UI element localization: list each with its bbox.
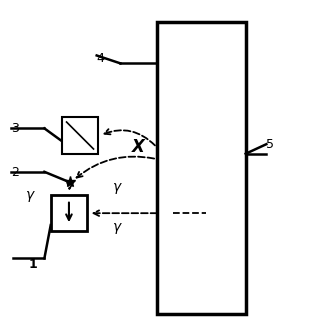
Text: 4: 4 bbox=[97, 52, 105, 65]
Text: 2: 2 bbox=[11, 166, 19, 179]
Text: X: X bbox=[132, 138, 144, 156]
Text: 1: 1 bbox=[29, 258, 37, 271]
Text: γ: γ bbox=[26, 188, 34, 202]
Text: γ: γ bbox=[113, 180, 121, 194]
Text: 3: 3 bbox=[11, 122, 19, 135]
Bar bbox=[157, 22, 246, 314]
Text: 5: 5 bbox=[266, 138, 274, 151]
Text: γ: γ bbox=[113, 220, 121, 234]
Bar bbox=[62, 117, 98, 154]
Bar bbox=[51, 195, 87, 232]
